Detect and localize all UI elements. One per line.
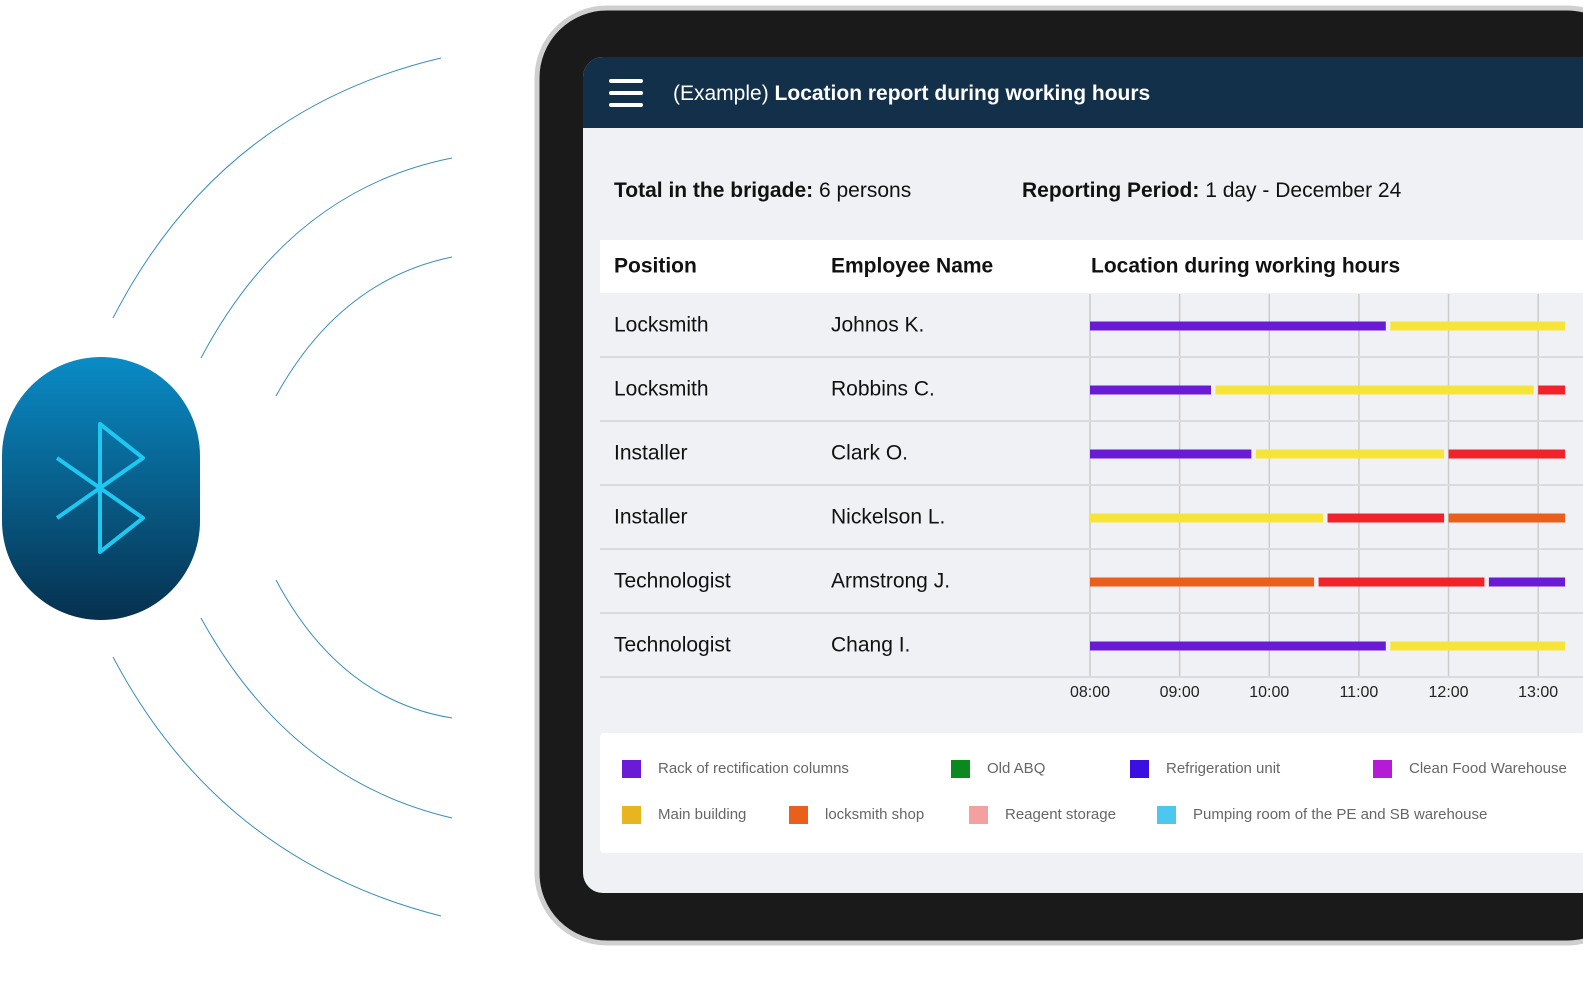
legend-label: Reagent storage: [1005, 806, 1116, 823]
location-bar: [1090, 321, 1386, 331]
employee-name: Robbins C.: [831, 378, 935, 401]
legend-swatch: [1373, 760, 1392, 778]
location-bar: [1488, 577, 1566, 587]
column-header: Location during working hours: [1091, 255, 1400, 278]
x-tick-label: 08:00: [1070, 684, 1110, 701]
period: Reporting Period: 1 day - December 24: [1022, 179, 1402, 202]
legend-label: Refrigeration unit: [1166, 760, 1281, 777]
x-tick-label: 11:00: [1339, 684, 1378, 701]
location-bar: [1318, 577, 1485, 587]
legend-label: Old ABQ: [987, 760, 1045, 777]
legend-swatch: [1157, 806, 1176, 824]
location-bar: [1390, 641, 1566, 651]
bluetooth-icon: [55, 422, 145, 554]
screen: (Example) Location report during working…: [583, 57, 1583, 893]
position: Installer: [614, 442, 688, 465]
legend-label: Pumping room of the PE and SB warehouse: [1193, 806, 1487, 823]
location-bar: [1090, 385, 1212, 395]
table-header: [600, 240, 1583, 293]
location-bar: [1538, 385, 1566, 395]
x-tick-label: 12:00: [1429, 684, 1469, 701]
total-value: 6 persons: [819, 179, 911, 202]
employee-name: Johnos K.: [831, 314, 924, 337]
location-bar: [1327, 513, 1445, 523]
employee-name: Armstrong J.: [831, 570, 950, 593]
x-tick-label: 10:00: [1249, 684, 1289, 701]
location-bar: [1255, 449, 1445, 459]
location-bar: [1390, 321, 1566, 331]
legend-swatch: [1130, 760, 1149, 778]
title: Location report during working hours: [775, 82, 1151, 105]
x-tick-label: 09:00: [1160, 684, 1200, 701]
legend-label: locksmith shop: [825, 806, 924, 823]
title-prefix: (Example): [673, 82, 769, 105]
location-bar: [1448, 449, 1566, 459]
location-bar: [1090, 513, 1324, 523]
legend-swatch: [622, 760, 641, 778]
period-value: 1 day - December 24: [1205, 179, 1401, 202]
header-title: (Example) Location report during working…: [673, 82, 1150, 105]
legend-swatch: [622, 806, 641, 824]
location-bar: [1448, 513, 1566, 523]
position: Locksmith: [614, 378, 709, 401]
x-tick-label: 13:00: [1518, 684, 1558, 701]
legend-swatch: [969, 806, 988, 824]
position: Technologist: [614, 570, 731, 593]
location-bar: [1215, 385, 1534, 395]
legend-swatch: [789, 806, 808, 824]
legend-label: Rack of rectification columns: [658, 760, 849, 777]
employee-name: Nickelson L.: [831, 506, 945, 529]
total-label: Total in the brigade:: [614, 179, 813, 202]
legend-label: Clean Food Warehouse: [1409, 760, 1567, 777]
position: Locksmith: [614, 314, 709, 337]
app-header: [583, 57, 1583, 128]
column-header: Position: [614, 255, 697, 278]
signal-arcs: [112, 57, 453, 917]
legend-swatch: [951, 760, 970, 778]
location-bar: [1090, 449, 1252, 459]
period-label: Reporting Period:: [1022, 179, 1199, 202]
position: Installer: [614, 506, 688, 529]
total: Total in the brigade: 6 persons: [614, 179, 911, 202]
menu-icon[interactable]: [609, 79, 643, 107]
position: Technologist: [614, 634, 731, 657]
location-bar: [1090, 641, 1386, 651]
legend-label: Main building: [658, 806, 746, 823]
legend-box: [600, 733, 1583, 853]
column-header: Employee Name: [831, 255, 993, 278]
employee-name: Chang I.: [831, 634, 910, 657]
location-bar: [1090, 577, 1315, 587]
employee-name: Clark O.: [831, 442, 908, 465]
